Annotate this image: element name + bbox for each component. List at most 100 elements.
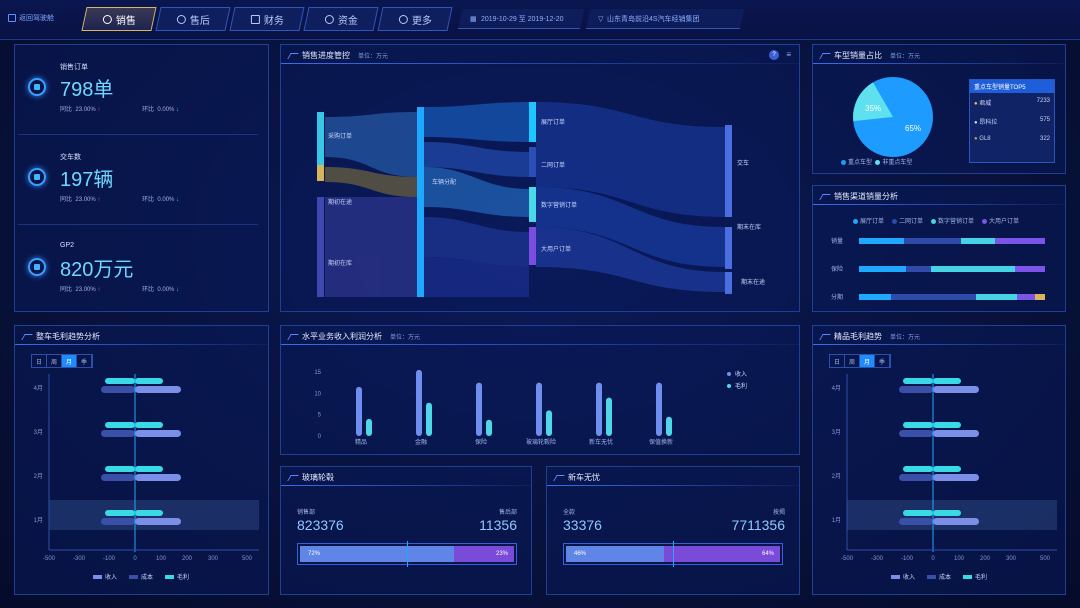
bar-margin	[105, 422, 135, 428]
steering-wheel-icon	[102, 14, 112, 24]
channel-row-label: 分期	[831, 295, 844, 301]
tab-sales-label: 销售	[115, 15, 136, 27]
bar-revenue	[356, 386, 362, 436]
legend-label: 成本	[939, 573, 951, 581]
kpi-label: GP2	[60, 242, 75, 249]
period-week[interactable]: 周	[47, 355, 62, 367]
y-tick-label: 3月	[832, 429, 841, 436]
tab-finance[interactable]: 财务	[229, 7, 305, 31]
legend-label: 收入	[105, 573, 117, 581]
channel-bar-segment	[859, 266, 906, 272]
back-to-cockpit-label: 返回驾驶舱	[19, 15, 54, 22]
period-quarter[interactable]: 季	[77, 355, 92, 367]
panel-title: 水平业务收入利润分析 单位：万元	[287, 331, 420, 342]
sankey-label: 数字营销订单	[541, 201, 577, 209]
sankey-label: 期初在库	[328, 259, 352, 267]
arrow-down-icon: ↓	[176, 197, 180, 203]
period-month[interactable]: 月	[62, 355, 77, 367]
period-segmented-control[interactable]: 日 周 月 季	[31, 354, 93, 368]
sankey-node	[529, 102, 536, 142]
bar-profit	[366, 418, 372, 436]
left-value: 33376	[563, 517, 602, 533]
org-selector[interactable]: ▽ 山东青岛前沿4S汽车经销集团	[585, 9, 745, 29]
sankey-label: 采购订单	[328, 132, 352, 140]
channel-bar-segment	[905, 266, 932, 272]
x-tick-label: 金融	[415, 438, 427, 446]
medal-bronze-icon: ●	[974, 136, 978, 142]
period-day[interactable]: 日	[32, 355, 47, 367]
left-label: 销售部	[297, 510, 316, 516]
kpi-sales-orders: 销售订单 798单 同比 23.00% ↑ 环比 0.00% ↓	[14, 46, 264, 136]
y-tick-label: 10	[314, 391, 321, 397]
bar-cost	[899, 474, 933, 481]
channel-row-label: 销量	[831, 239, 844, 245]
x-tick-label: 200	[980, 556, 991, 562]
center-marker	[673, 541, 674, 567]
arrow-up-icon: ↑	[97, 287, 101, 293]
period-quarter[interactable]: 季	[875, 355, 890, 367]
y-tick-label: 3月	[34, 429, 43, 436]
sankey-label: 交车	[737, 159, 749, 167]
bar-margin	[135, 510, 163, 516]
x-tick-label: -100	[103, 556, 116, 562]
tab-more[interactable]: 更多	[377, 7, 453, 31]
top5-title: 重点车型销量TOP5	[970, 80, 1054, 93]
ratio-bar-right	[454, 546, 514, 562]
tab-funds[interactable]: 资金	[303, 7, 379, 31]
tab-funds-label: 资金	[337, 15, 358, 27]
bar-revenue	[135, 474, 181, 481]
y-tick-label: 5	[318, 413, 322, 419]
bar-revenue	[596, 382, 602, 436]
kpi-label: 交车数	[60, 154, 81, 161]
info-icon[interactable]: ?	[769, 50, 779, 60]
bar-margin	[903, 378, 933, 384]
legend-dot	[727, 384, 731, 388]
y-tick-label: 2月	[34, 473, 43, 480]
x-tick-label: -300	[73, 556, 86, 562]
car-icon	[28, 168, 46, 186]
bar-revenue	[933, 474, 979, 481]
x-tick-label: 保险	[475, 438, 487, 446]
period-day[interactable]: 日	[830, 355, 845, 367]
x-tick-label: 500	[1040, 556, 1051, 562]
order-icon	[28, 78, 46, 96]
left-label: 全款	[563, 510, 576, 516]
bar-revenue	[135, 430, 181, 437]
tab-sales[interactable]: 销售	[81, 7, 157, 31]
menu-icon[interactable]: ≡	[786, 50, 791, 59]
ratio-bar-right	[664, 546, 780, 562]
legend-label: 毛利	[177, 573, 189, 581]
bar-margin	[105, 510, 135, 516]
sankey-node	[725, 125, 732, 217]
medal-silver-icon: ●	[974, 120, 978, 126]
new-car-worry-panel: 新车无忧 全款 33376 按揭 7711356 46% 64%	[546, 466, 800, 595]
period-week[interactable]: 周	[845, 355, 860, 367]
tab-aftersales[interactable]: 售后	[155, 7, 231, 31]
ratio-bar-left	[300, 546, 455, 562]
bar-profit	[426, 402, 432, 436]
top5-row: ● GL8 322	[974, 136, 1050, 142]
sankey-node	[317, 197, 324, 297]
x-tick-label: 保值换新	[649, 438, 673, 446]
sankey-node	[317, 165, 324, 181]
date-range-picker[interactable]: ▦ 2019-10-29 至 2019-12-20	[457, 9, 585, 29]
right-label: 售后部	[498, 510, 517, 516]
kpi-label: 销售订单	[60, 64, 88, 71]
kpi-yoy: 同比 23.00% ↑	[60, 197, 101, 203]
legend-swatch	[93, 575, 102, 579]
bar-revenue	[933, 518, 979, 525]
period-segmented-control[interactable]: 日 周 月 季	[829, 354, 891, 368]
channel-bar-segment	[961, 238, 996, 244]
back-to-cockpit-button[interactable]: 返回驾驶舱	[8, 9, 66, 27]
x-tick-label: -500	[43, 556, 56, 562]
kpi-mom: 环比 0.00% ↓	[142, 107, 180, 113]
legend-label: 毛利	[975, 573, 987, 581]
period-month[interactable]: 月	[860, 355, 875, 367]
bar-cost	[899, 430, 933, 437]
home-icon	[8, 14, 16, 22]
unit-label: 单位：万元	[358, 54, 389, 60]
pie-slice-nonkey	[853, 82, 893, 122]
right-pct: 23%	[495, 551, 508, 557]
kpi-mom: 环比 0.00% ↓	[142, 197, 180, 203]
bar-margin	[933, 378, 961, 384]
